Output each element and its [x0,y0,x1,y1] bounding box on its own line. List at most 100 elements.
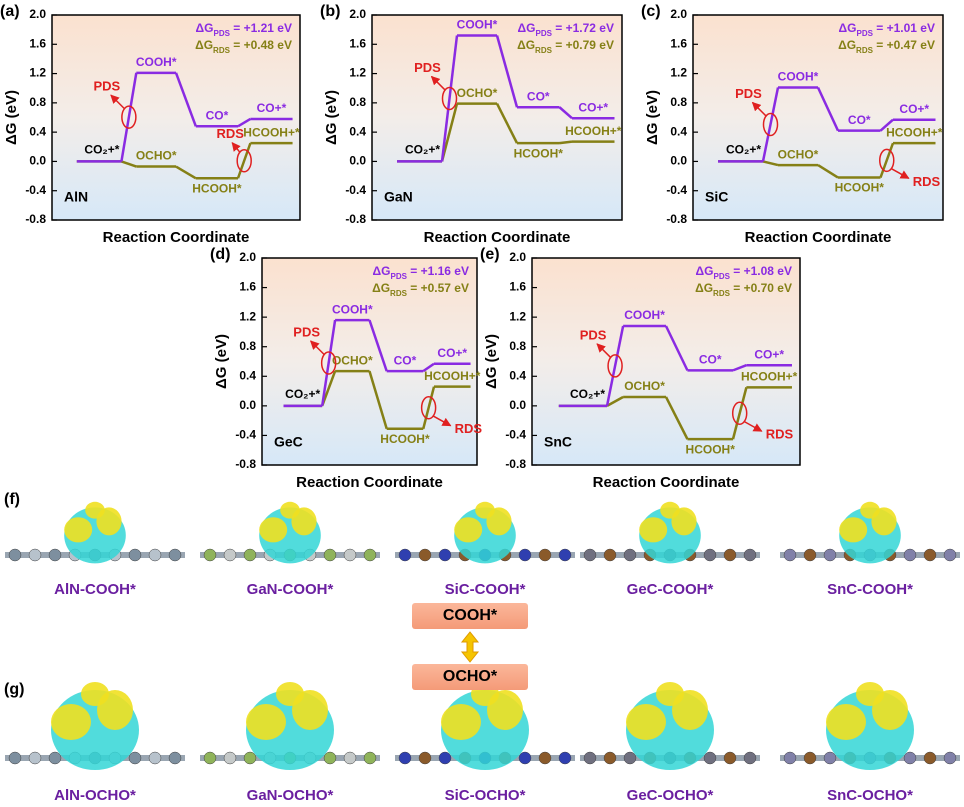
y-tick-label: 0.8 [349,95,366,109]
delta-g-subscript: PDS [390,272,407,281]
state-label: CO₂+* [726,143,761,157]
delta-g-subscript: PDS [535,29,552,38]
connector [495,103,519,144]
y-tick-label: -0.8 [345,212,366,226]
y-tick-label: 1.2 [670,66,687,80]
connector [762,160,779,167]
delta-g-subscript: RDS [713,289,731,298]
delta-g-symbol: ΔG [196,21,214,35]
delta-g-symbol: ΔG [838,38,856,52]
atom [783,548,797,562]
charge-density [475,501,495,519]
pds-circle [320,351,337,375]
atom [923,751,937,765]
delta-g-value: = +0.70 eV [730,281,792,295]
state-label: CO+* [754,347,784,361]
delta-g-annotation: ΔGRDS = +0.70 eV [695,281,792,297]
atom [903,548,917,562]
y-tick-label: 0.0 [29,154,46,168]
y-tick-label: 0.8 [29,95,46,109]
structure-caption: SnC-OCHO* [827,787,913,804]
delta-g-annotation: ΔGRDS = +0.57 eV [372,281,469,297]
x-axis-label: Reaction Coordinate [745,229,892,246]
pds-arrow [430,75,447,91]
connector [175,165,197,180]
rds-circle [879,148,895,173]
atom [703,548,717,562]
panel-label: (a) [0,3,20,20]
pds-arrow [310,340,326,356]
atom [398,548,412,562]
atom [538,548,552,562]
plot-area [51,14,301,221]
delta-g-annotation: ΔGPDS = +1.08 eV [696,264,792,280]
charge-density [626,704,666,740]
delta-g-symbol: ΔG [696,264,714,278]
atom [8,548,22,562]
connector [321,370,337,407]
atom [418,751,432,765]
delta-g-annotation: ΔGPDS = +1.21 eV [196,21,292,37]
state-label: HCOOH+* [424,369,481,383]
state-box [412,664,528,690]
atom [923,548,937,562]
atom [48,548,62,562]
charge-density [259,517,288,543]
y-tick-label: 2.0 [670,7,687,21]
state-label: HCOOH* [380,432,430,446]
delta-g-symbol: ΔG [373,264,391,278]
atom [28,548,42,562]
structure-caption: AlN-COOH* [54,581,136,598]
y-axis-label: ΔG (eV) [644,90,661,145]
state-label: HCOOH+* [243,125,300,139]
state-label: COOH* [457,18,498,32]
material-label: GaN [384,189,413,205]
y-tick-label: 0.0 [670,154,687,168]
pds-arrow [751,101,768,117]
atom [223,751,237,765]
rds-label: RDS [455,421,483,436]
y-tick-label: 0.4 [509,368,526,382]
atom [803,751,817,765]
rds-circle [420,395,437,420]
x-axis-label: Reaction Coordinate [593,474,740,491]
delta-g-subscript: PDS [856,29,873,38]
atom [603,548,617,562]
atom [743,751,757,765]
charge-density [51,704,91,740]
state-label: CO₂+* [285,387,320,401]
atom [128,548,142,562]
state-label: CO* [699,353,722,367]
connector [174,72,198,127]
pds-circle [762,112,779,137]
structure-caption: GeC-COOH* [627,581,714,598]
y-tick-label: 1.6 [239,280,256,294]
y-tick-label: -0.8 [235,457,256,471]
material-label: SnC [544,434,572,450]
atom [48,751,62,765]
atom [723,548,737,562]
atom [943,751,957,765]
rds-arrow [743,420,763,432]
state-label: OCHO* [457,86,498,100]
charge-density [64,517,93,543]
atom [243,548,257,562]
y-tick-label: 0.8 [239,339,256,353]
state-label: HCOOH* [514,146,564,160]
panel-label: (e) [480,246,500,263]
connector [558,106,573,120]
connector [731,387,748,440]
state-label: CO+* [899,102,929,116]
y-tick-label: -0.4 [666,183,687,197]
state-label: CO* [848,113,871,127]
connector [368,370,388,430]
connector [879,142,895,178]
atom [518,548,532,562]
delta-g-annotation: ΔGPDS = +1.01 eV [839,21,935,37]
charge-density [856,682,884,706]
atom [323,548,337,562]
atom [823,751,837,765]
y-tick-label: -0.8 [25,212,46,226]
state-label: CO₂+* [405,143,440,157]
delta-g-annotation: ΔGPDS = +1.72 eV [518,21,614,37]
